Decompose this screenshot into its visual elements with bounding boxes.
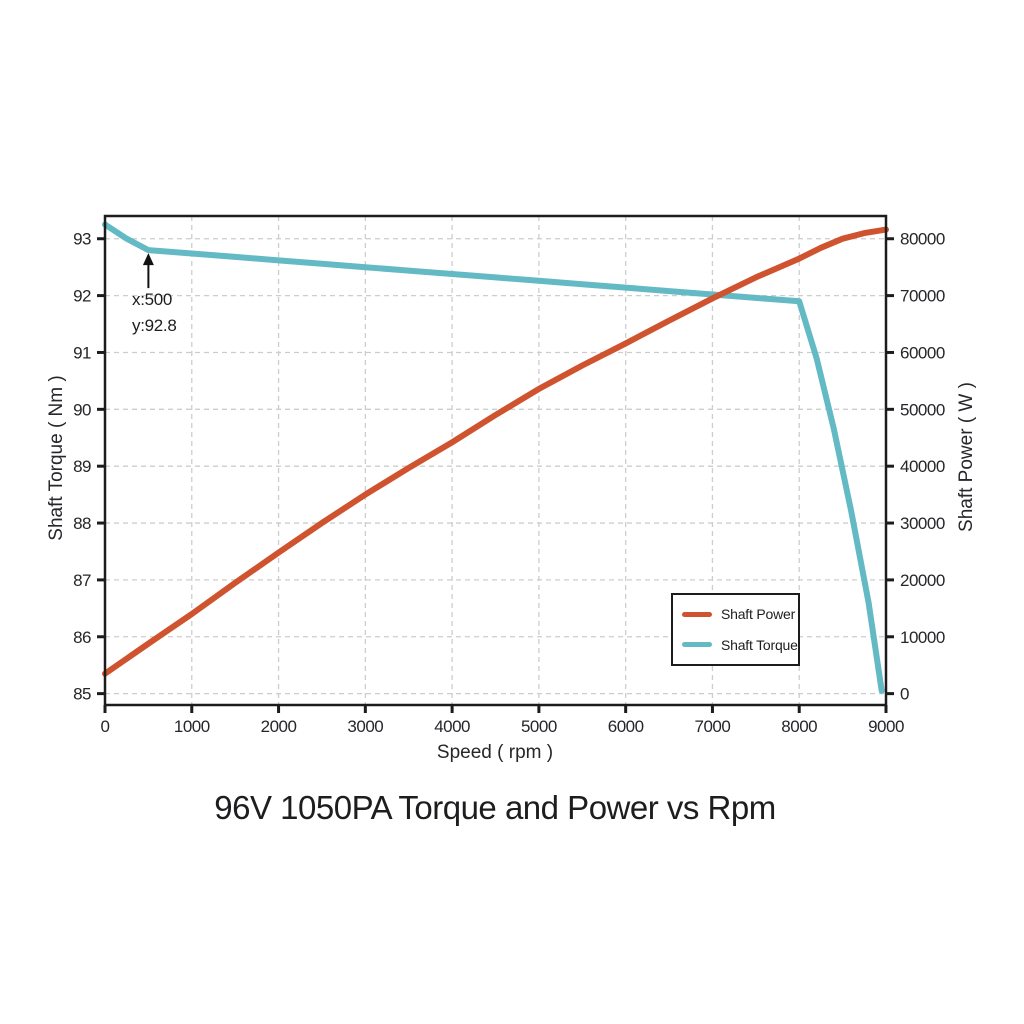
- y-axis-label-right: Shaft Power ( W ): [956, 382, 977, 532]
- y-tick-label-right: 0: [900, 685, 909, 704]
- x-tick-label: 7000: [695, 717, 731, 736]
- x-tick-label: 9000: [868, 717, 904, 736]
- data-point-annotation: x:500 y:92.8: [132, 287, 177, 338]
- x-tick-label: 1000: [174, 717, 210, 736]
- y-tick-label-right: 60000: [900, 343, 945, 362]
- y-tick-label-right: 70000: [900, 287, 945, 306]
- legend: Shaft Power Shaft Torque: [671, 593, 800, 666]
- chart-title: 96V 1050PA Torque and Power vs Rpm: [214, 789, 776, 826]
- legend-label-shaft-torque: Shaft Torque: [721, 636, 798, 653]
- y-tick-label-left: 89: [73, 457, 91, 476]
- annotation-line-x: x:500: [132, 290, 173, 309]
- y-tick-label-right: 30000: [900, 514, 945, 533]
- x-axis-label: Speed ( rpm ): [436, 742, 554, 763]
- plot-border: [103, 214, 888, 707]
- y-tick-label-right: 80000: [900, 230, 945, 249]
- legend-item-shaft-torque: Shaft Torque: [682, 637, 798, 653]
- x-tick-label: 6000: [608, 717, 644, 736]
- series-line-shaft-power: [102, 226, 889, 677]
- y-axis-label-left: Shaft Torque ( Nm ): [46, 375, 67, 541]
- x-tick-label: 3000: [347, 717, 383, 736]
- shaft-power-line-swatch: [682, 611, 712, 617]
- y-tick-label-left: 93: [73, 230, 91, 249]
- x-tick-label: 2000: [261, 717, 297, 736]
- annotation-line-y: y:92.8: [132, 315, 177, 335]
- y-tick-label-left: 87: [73, 571, 91, 590]
- legend-label-shaft-power: Shaft Power: [721, 606, 796, 623]
- series-line-shaft-torque: [102, 221, 885, 694]
- y-tick-label-left: 92: [73, 287, 91, 306]
- y-tick-label-left: 91: [73, 343, 91, 362]
- x-tick-label: 5000: [521, 717, 557, 736]
- x-tick-label: 0: [101, 717, 110, 736]
- y-tick-label-right: 50000: [900, 400, 945, 419]
- y-tick-label-right: 40000: [900, 457, 945, 476]
- x-tick-label: 4000: [434, 717, 470, 736]
- y-tick-label-right: 20000: [900, 571, 945, 590]
- annotation-arrow-head: [142, 253, 154, 266]
- y-tick-label-right: 10000: [900, 628, 945, 647]
- y-tick-label-left: 88: [73, 514, 91, 533]
- legend-item-shaft-power: Shaft Power: [682, 606, 798, 622]
- y-tick-label-left: 86: [73, 628, 91, 647]
- y-tick-label-left: 85: [73, 685, 91, 704]
- shaft-torque-line-swatch: [682, 642, 712, 648]
- x-tick-label: 8000: [781, 717, 817, 736]
- y-tick-label-left: 90: [73, 400, 91, 419]
